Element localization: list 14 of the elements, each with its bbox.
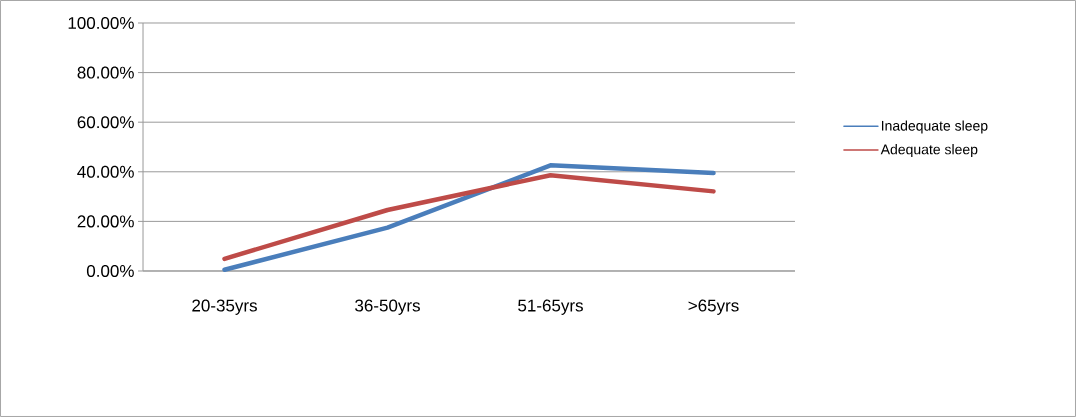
x-tick-label: 51-65yrs [518,299,583,315]
x-tick-label: 36-50yrs [355,299,420,315]
y-tick-label: 40.00% [77,165,134,178]
legend-label: Adequate sleep [880,144,978,158]
y-tick-label: 0.00% [86,264,134,278]
y-tick-label: 20.00% [77,215,134,228]
line-series [222,163,716,272]
y-tick-label: 80.00% [77,66,134,79]
y-tick-label: 60.00% [77,116,134,129]
y-tick-label: 100.00% [68,16,134,30]
legend-label: Inadequate sleep [881,120,988,134]
line-series [222,173,716,262]
x-tick-label: 20-35yrs [192,299,257,315]
x-tick-label: >65yrs [688,299,739,315]
